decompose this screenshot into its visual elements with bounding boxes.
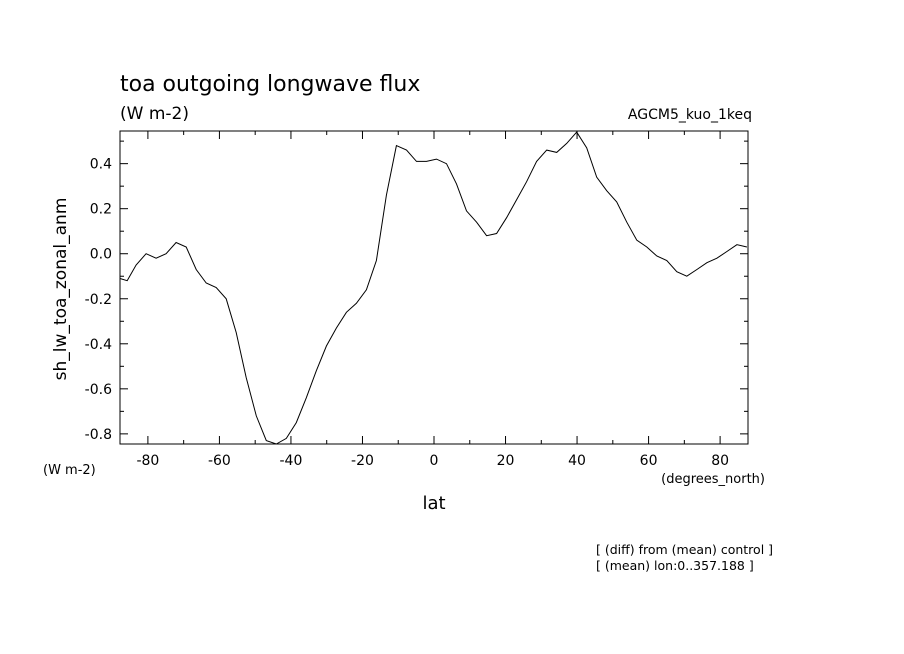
chart-title: toa outgoing longwave flux — [120, 72, 420, 97]
plot-border — [119, 130, 749, 445]
x-tick-label: 40 — [568, 453, 586, 469]
chart-subtitle: (W m-2) — [120, 104, 189, 124]
x-axis-tick-labels: -80 -60 -40 -20 0 20 40 60 80 — [136, 453, 729, 469]
plot-frame — [119, 130, 749, 445]
run-label: AGCM5_kuo_1keq — [628, 107, 752, 123]
x-axis-ticks — [147, 131, 721, 444]
x-tick-label: -60 — [208, 453, 231, 469]
note-mean: [ (mean) lon:0..357.188 ] — [596, 558, 754, 573]
x-tick-label: 20 — [497, 453, 515, 469]
x-tick-label: 0 — [430, 453, 439, 469]
x-tick-label: -40 — [280, 453, 303, 469]
y-tick-label: 0.4 — [90, 157, 112, 173]
y-tick-label: 0.2 — [90, 202, 112, 218]
x-tick-label: -80 — [136, 453, 159, 469]
note-diff: [ (diff) from (mean) control ] — [596, 542, 773, 557]
y-tick-label: -0.6 — [85, 382, 112, 398]
y-tick-label: -0.2 — [85, 292, 112, 308]
y-tick-label: -0.4 — [85, 337, 112, 353]
y-tick-label: -0.8 — [85, 427, 112, 443]
x-tick-label: -20 — [351, 453, 374, 469]
y-tick-label: 0.0 — [90, 247, 112, 263]
y-axis-ticks — [120, 140, 748, 435]
y-axis-tick-labels: -0.8 -0.6 -0.4 -0.2 0.0 0.2 0.4 — [85, 157, 112, 443]
x-tick-label: 60 — [640, 453, 658, 469]
x-axis-units: (degrees_north) — [661, 472, 765, 487]
y-axis-label: sh_lw_toa_zonal_anm — [51, 198, 71, 381]
x-tick-label: 80 — [711, 453, 729, 469]
x-axis-label: lat — [422, 493, 445, 514]
series-line — [119, 131, 748, 445]
y-axis-units: (W m-2) — [43, 463, 96, 478]
